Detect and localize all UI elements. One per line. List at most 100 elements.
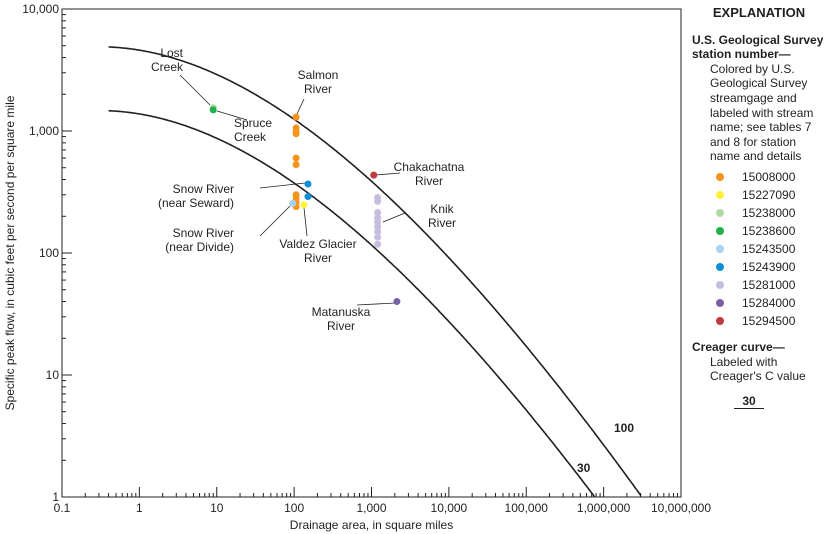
legend: EXPLANATION U.S. Geological Survey stati… [692,5,826,410]
annotation-label: Knik [430,202,454,216]
annotation-label: Chakachatna [394,160,465,174]
y-tick-label: 10 [46,368,60,382]
data-point-15281000 [374,233,382,241]
leader-line [179,74,211,106]
legend-label: 15227090 [742,187,796,202]
x-axis-label: Drainage area, in square miles [290,518,453,532]
annotation-label: Creek [151,60,184,74]
data-point-15281000 [374,222,382,230]
x-tick-label: 1,000 [356,501,386,515]
x-tick-label: 10,000 [431,501,468,515]
data-point-15008000 [292,130,300,138]
annotation-label: Lost [160,46,183,60]
annotation-label: Snow River [173,182,234,196]
legend-station-heading: U.S. Geological Survey station number— [692,32,824,62]
leader-line [356,302,396,306]
legend-label: 15243900 [742,259,796,274]
creager-label-30: 30 [577,461,591,475]
legend-item: 15243900 [692,258,826,276]
data-point-15281000 [374,208,382,216]
data-point-15284000 [393,298,401,306]
legend-item: 15238000 [692,204,826,222]
legend-label: 15294500 [742,313,796,328]
data-point-15281000 [374,197,382,205]
legend-title: EXPLANATION [712,5,806,20]
x-tick-label: 1,000,000 [577,501,631,515]
x-tick-label: 0.1 [54,501,71,515]
data-point-15281000 [374,228,382,236]
legend-item: 15238600 [692,222,826,240]
y-tick-label: 1 [52,490,59,504]
y-axis-label: Specific peak flow, in cubic feet per se… [3,95,17,410]
legend-item: 15008000 [692,168,826,186]
data-point-15227090 [300,201,308,209]
legend-item: 15243500 [692,240,826,258]
legend-marker [716,262,724,271]
legend-label: 15284000 [742,295,796,310]
leader-line [259,182,306,189]
data-point-15281000 [374,240,382,248]
x-tick-label: 10,000,000 [651,501,711,515]
legend-item: 15294500 [692,312,826,330]
leader-line [375,172,401,176]
legend-item: 15227090 [692,186,826,204]
legend-marker [716,298,724,307]
y-tick-label: 10,000 [22,2,59,16]
annotation-label: Valdez Glacier [279,237,356,251]
legend-label: 15243500 [742,241,796,256]
legend-label: 15238600 [742,223,796,238]
legend-marker [716,172,724,181]
y-tick-label: 1,000 [29,124,59,138]
legend-marker [716,208,724,217]
annotation-label: Salmon [298,68,339,82]
annotation-label: River [327,319,355,333]
annotation-label: Snow River [173,226,234,240]
legend-creager-desc: Labeled with Creager's C value [710,354,806,384]
x-tick-label: 1 [136,501,143,515]
legend-marker [716,190,724,199]
annotation-label: River [304,82,332,96]
annotation-label: River [428,216,456,230]
leader-line [216,110,248,121]
legend-item: 15281000 [692,276,826,294]
x-tick-label: 100,000 [505,501,549,515]
annotation-label: River [415,174,443,188]
y-tick-label: 100 [39,246,59,260]
leader-line [296,98,305,115]
annotation-label: Matanuska [312,305,371,319]
legend-marker [716,226,724,235]
annotation-label: Spruce [234,116,272,130]
legend-station-desc: Colored by U.S. Geological Survey stream… [710,61,814,164]
legend-marker [716,244,724,253]
x-tick-label: 100 [284,501,304,515]
legend-label: 15238000 [742,205,796,220]
legend-marker [716,316,724,325]
legend-label: 15281000 [742,277,796,292]
annotation-label: (near Seward) [158,196,234,210]
data-point-15243500 [289,199,297,207]
x-tick-label: 10 [210,501,224,515]
data-point-15008000 [292,113,300,121]
annotation-label: Creek [234,130,267,144]
legend-marker [716,280,724,289]
data-point-15294500 [370,171,378,179]
legend-item: 15284000 [692,294,826,312]
creager-label-100: 100 [614,421,634,435]
leader-line [382,212,406,223]
data-point-15238600 [209,106,217,114]
creager-curve-100 [108,46,642,497]
creager-curve-30 [108,109,596,498]
data-point-15243900 [304,180,312,188]
data-point-15008000 [292,161,300,169]
leader-line [259,205,291,237]
annotation-label: (near Divide) [165,240,234,254]
legend-creager-sample: 30 [734,394,764,410]
annotation-label: River [304,251,332,265]
legend-label: 15008000 [742,169,796,184]
legend-creager-heading: Creager curve— [692,339,785,354]
leader-line [303,207,308,237]
data-point-15243900 [304,193,312,201]
data-point-15008000 [292,154,300,162]
